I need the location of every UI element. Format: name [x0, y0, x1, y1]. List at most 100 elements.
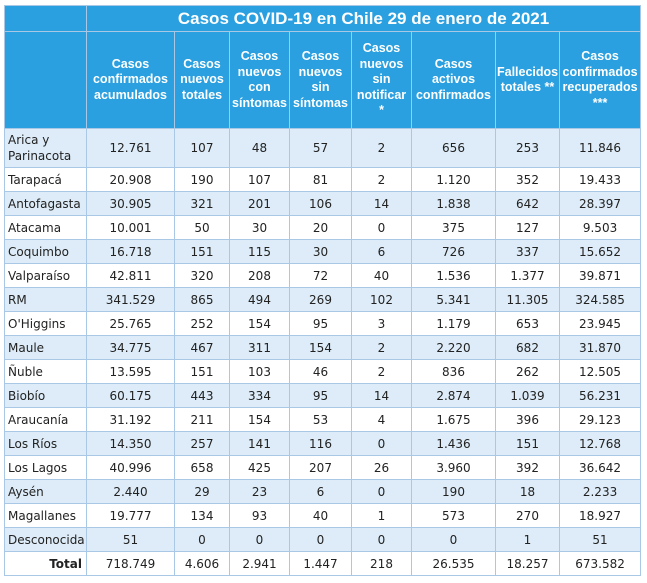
value-cell: 494	[229, 287, 290, 312]
value-cell: 2	[351, 128, 412, 168]
region-name-cell: Magallanes	[4, 503, 87, 528]
value-cell: 15.652	[558, 239, 642, 264]
table-body: Arica y Parinacota 12.761 107 48 57 2 656 253 11…	[4, 128, 642, 552]
value-cell: 20.908	[86, 167, 175, 192]
value-cell: 46	[289, 359, 352, 384]
value-cell: 352	[495, 167, 560, 192]
value-cell: 40	[351, 263, 412, 288]
value-cell: 6	[289, 479, 352, 504]
value-cell: 425	[229, 455, 290, 480]
value-cell: 443	[174, 383, 230, 408]
value-cell: 103	[229, 359, 290, 384]
value-cell: 726	[411, 239, 496, 264]
value-cell: 208	[229, 263, 290, 288]
region-name-cell: Antofagasta	[4, 191, 87, 216]
value-cell: 375	[411, 215, 496, 240]
total-value-cell: 718.749	[86, 551, 175, 576]
value-cell: 2.220	[411, 335, 496, 360]
value-cell: 190	[411, 479, 496, 504]
value-cell: 257	[174, 431, 230, 456]
value-cell: 14	[351, 383, 412, 408]
value-cell: 93	[229, 503, 290, 528]
value-cell: 1	[495, 527, 560, 552]
value-cell: 28.397	[558, 191, 642, 216]
value-cell: 56.231	[558, 383, 642, 408]
value-cell: 653	[495, 311, 560, 336]
value-cell: 116	[289, 431, 352, 456]
value-cell: 3	[351, 311, 412, 336]
table-row: RM 341.529 865 494 269 102 5.341 11.305 324.585	[4, 287, 642, 312]
column-header: Casos confirmados recuperados ***	[558, 31, 642, 129]
value-cell: 1.838	[411, 191, 496, 216]
value-cell: 2.233	[558, 479, 642, 504]
value-cell: 14	[351, 191, 412, 216]
value-cell: 53	[289, 407, 352, 432]
value-cell: 25.765	[86, 311, 175, 336]
value-cell: 269	[289, 287, 352, 312]
value-cell: 107	[174, 128, 230, 168]
value-cell: 320	[174, 263, 230, 288]
region-name-cell: Los Ríos	[4, 431, 87, 456]
value-cell: 2.440	[86, 479, 175, 504]
region-name-cell: Atacama	[4, 215, 87, 240]
table-row: Valparaíso 42.811 320 208 72 40 1.536 1.377 39.8…	[4, 263, 642, 288]
table-row: Maule 34.775 467 311 154 2 2.220 682 31.870	[4, 335, 642, 360]
value-cell: 95	[289, 383, 352, 408]
value-cell: 151	[174, 239, 230, 264]
value-cell: 36.642	[558, 455, 642, 480]
table-row: Desconocida 51 0 0 0 0 0 1 51	[4, 527, 642, 552]
value-cell: 115	[229, 239, 290, 264]
region-name-cell: Los Lagos	[4, 455, 87, 480]
region-header-cell	[4, 31, 87, 129]
value-cell: 1.536	[411, 263, 496, 288]
value-cell: 42.811	[86, 263, 175, 288]
value-cell: 11.846	[558, 128, 642, 168]
value-cell: 0	[411, 527, 496, 552]
value-cell: 270	[495, 503, 560, 528]
value-cell: 0	[229, 527, 290, 552]
value-cell: 341.529	[86, 287, 175, 312]
value-cell: 6	[351, 239, 412, 264]
value-cell: 72	[289, 263, 352, 288]
value-cell: 154	[229, 311, 290, 336]
region-name-cell: Maule	[4, 335, 87, 360]
region-name-cell: Tarapacá	[4, 167, 87, 192]
value-cell: 12.505	[558, 359, 642, 384]
value-cell: 324.585	[558, 287, 642, 312]
value-cell: 95	[289, 311, 352, 336]
value-cell: 13.595	[86, 359, 175, 384]
value-cell: 51	[86, 527, 175, 552]
table-row: Antofagasta 30.905 321 201 106 14 1.838 642 28.3…	[4, 191, 642, 216]
total-value-cell: 4.606	[174, 551, 230, 576]
value-cell: 16.718	[86, 239, 175, 264]
value-cell: 207	[289, 455, 352, 480]
value-cell: 682	[495, 335, 560, 360]
value-cell: 26	[351, 455, 412, 480]
region-name-cell: O'Higgins	[4, 311, 87, 336]
value-cell: 154	[229, 407, 290, 432]
value-cell: 836	[411, 359, 496, 384]
value-cell: 134	[174, 503, 230, 528]
value-cell: 29	[174, 479, 230, 504]
value-cell: 262	[495, 359, 560, 384]
value-cell: 9.503	[558, 215, 642, 240]
region-name-cell: Aysén	[4, 479, 87, 504]
table-row: Aysén 2.440 29 23 6 0 190 18 2.233	[4, 479, 642, 504]
table-title: Casos COVID-19 en Chile 29 de enero de 2…	[85, 5, 642, 32]
value-cell: 1	[351, 503, 412, 528]
region-name-cell: Biobío	[4, 383, 87, 408]
value-cell: 311	[229, 335, 290, 360]
table-row: Araucanía 31.192 211 154 53 4 1.675 396 29.123	[4, 407, 642, 432]
total-value-cell: 1.447	[289, 551, 352, 576]
table-row: Arica y Parinacota 12.761 107 48 57 2 656 253 11…	[4, 128, 642, 168]
value-cell: 19.777	[86, 503, 175, 528]
table-row: Magallanes 19.777 134 93 40 1 573 270 18.927	[4, 503, 642, 528]
value-cell: 154	[289, 335, 352, 360]
value-cell: 51	[558, 527, 642, 552]
value-cell: 12.768	[558, 431, 642, 456]
value-cell: 3.960	[411, 455, 496, 480]
value-cell: 29.123	[558, 407, 642, 432]
value-cell: 321	[174, 191, 230, 216]
value-cell: 50	[174, 215, 230, 240]
total-value-cell: 18.257	[495, 551, 560, 576]
